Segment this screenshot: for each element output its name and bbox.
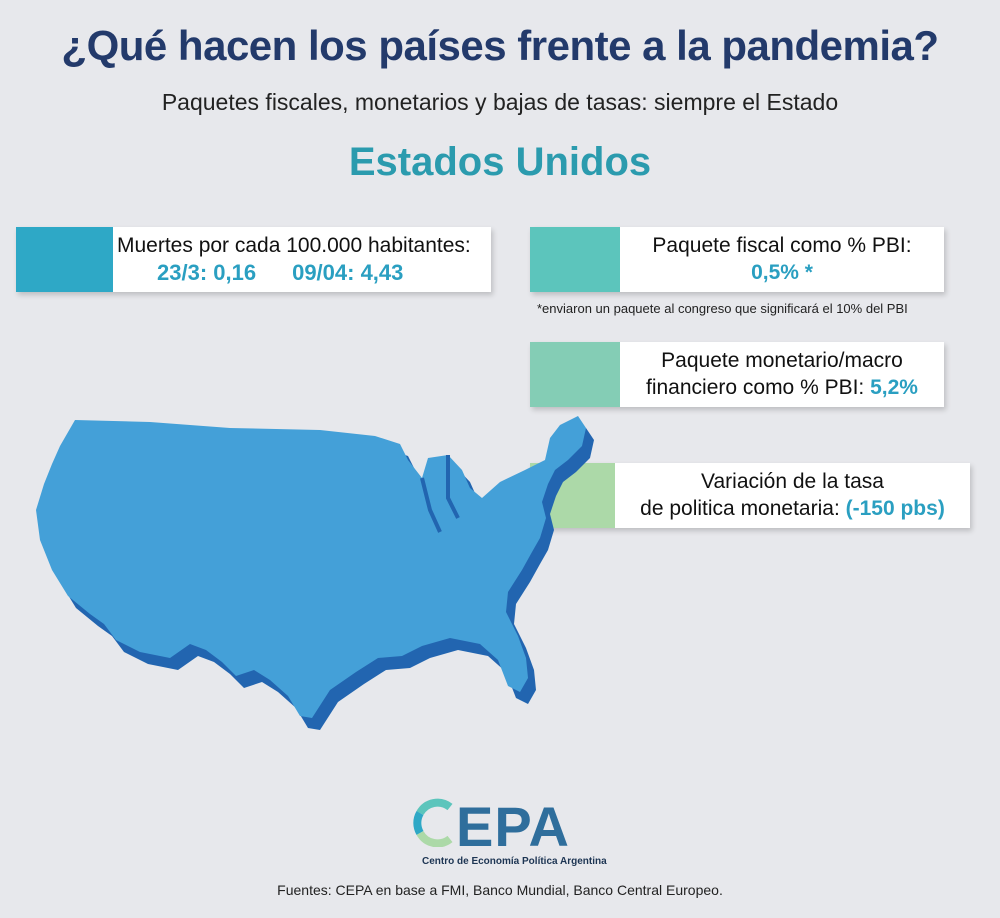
deaths-color-swatch (16, 227, 113, 292)
page-subtitle: Paquetes fiscales, monetarios y bajas de… (161, 89, 839, 115)
usa-map-graphic (36, 416, 594, 730)
fiscal-card: Paquete fiscal como % PBI: 0,5% * (530, 227, 944, 292)
cepa-logo-letters: EPA (456, 795, 570, 858)
monetary-card: Paquete monetario/macro financiero como … (530, 342, 944, 407)
fiscal-color-swatch (530, 227, 620, 292)
cepa-logo: EPA Centro de Economía Política Argentin… (412, 797, 607, 872)
country-heading: Estados Unidos (348, 140, 652, 184)
rate-card: Variación de la tasa de politica monetar… (530, 463, 970, 528)
monetary-label-line2-wrap: financiero como % PBI: 5,2% (646, 375, 918, 401)
deaths-card-content: Muertes por cada 100.000 habitantes: 23/… (113, 227, 491, 292)
rate-label-line2: de politica monetaria: (640, 496, 846, 520)
sources-footer: Fuentes: CEPA en base a FMI, Banco Mundi… (277, 882, 723, 898)
rate-card-content: Variación de la tasa de politica monetar… (615, 463, 970, 528)
cepa-logo-wordmark: EPA (412, 797, 570, 857)
rate-label-line2-wrap: de politica monetaria: (-150 pbs) (640, 496, 945, 522)
deaths-values: 23/3: 0,16 09/04: 4,43 (117, 259, 403, 287)
deaths-label: Muertes por cada 100.000 habitantes: (117, 233, 471, 257)
page-title: ¿Qué hacen los países frente a la pandem… (61, 22, 939, 69)
fiscal-card-content: Paquete fiscal como % PBI: 0,5% * (620, 227, 944, 292)
deaths-value-2: 09/04: 4,43 (292, 259, 404, 285)
rate-value: (-150 pbs) (845, 496, 945, 520)
deaths-value-1: 23/3: 0,16 (157, 259, 257, 285)
monetary-label-line2: financiero como % PBI: (646, 375, 871, 399)
fiscal-footnote: *enviaron un paquete al congreso que sig… (537, 301, 908, 316)
monetary-color-swatch (530, 342, 620, 407)
monetary-value: 5,2% (870, 375, 918, 399)
rate-label-line1: Variación de la tasa (701, 470, 884, 494)
fiscal-value: 0,5% * (751, 260, 813, 284)
deaths-card: Muertes por cada 100.000 habitantes: 23/… (16, 227, 491, 292)
usa-map (30, 400, 620, 760)
monetary-card-content: Paquete monetario/macro financiero como … (620, 342, 944, 407)
usa-map-shape (36, 416, 586, 718)
cepa-logo-subtitle: Centro de Economía Política Argentina (422, 856, 607, 867)
fiscal-label: Paquete fiscal como % PBI: (652, 234, 912, 258)
great-lakes-outline (420, 455, 460, 533)
cepa-logo-c-icon (413, 798, 453, 847)
monetary-label-line1: Paquete monetario/macro (661, 349, 903, 373)
